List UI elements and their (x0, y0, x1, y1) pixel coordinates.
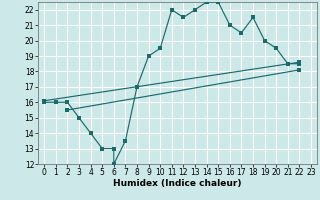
X-axis label: Humidex (Indice chaleur): Humidex (Indice chaleur) (113, 179, 242, 188)
